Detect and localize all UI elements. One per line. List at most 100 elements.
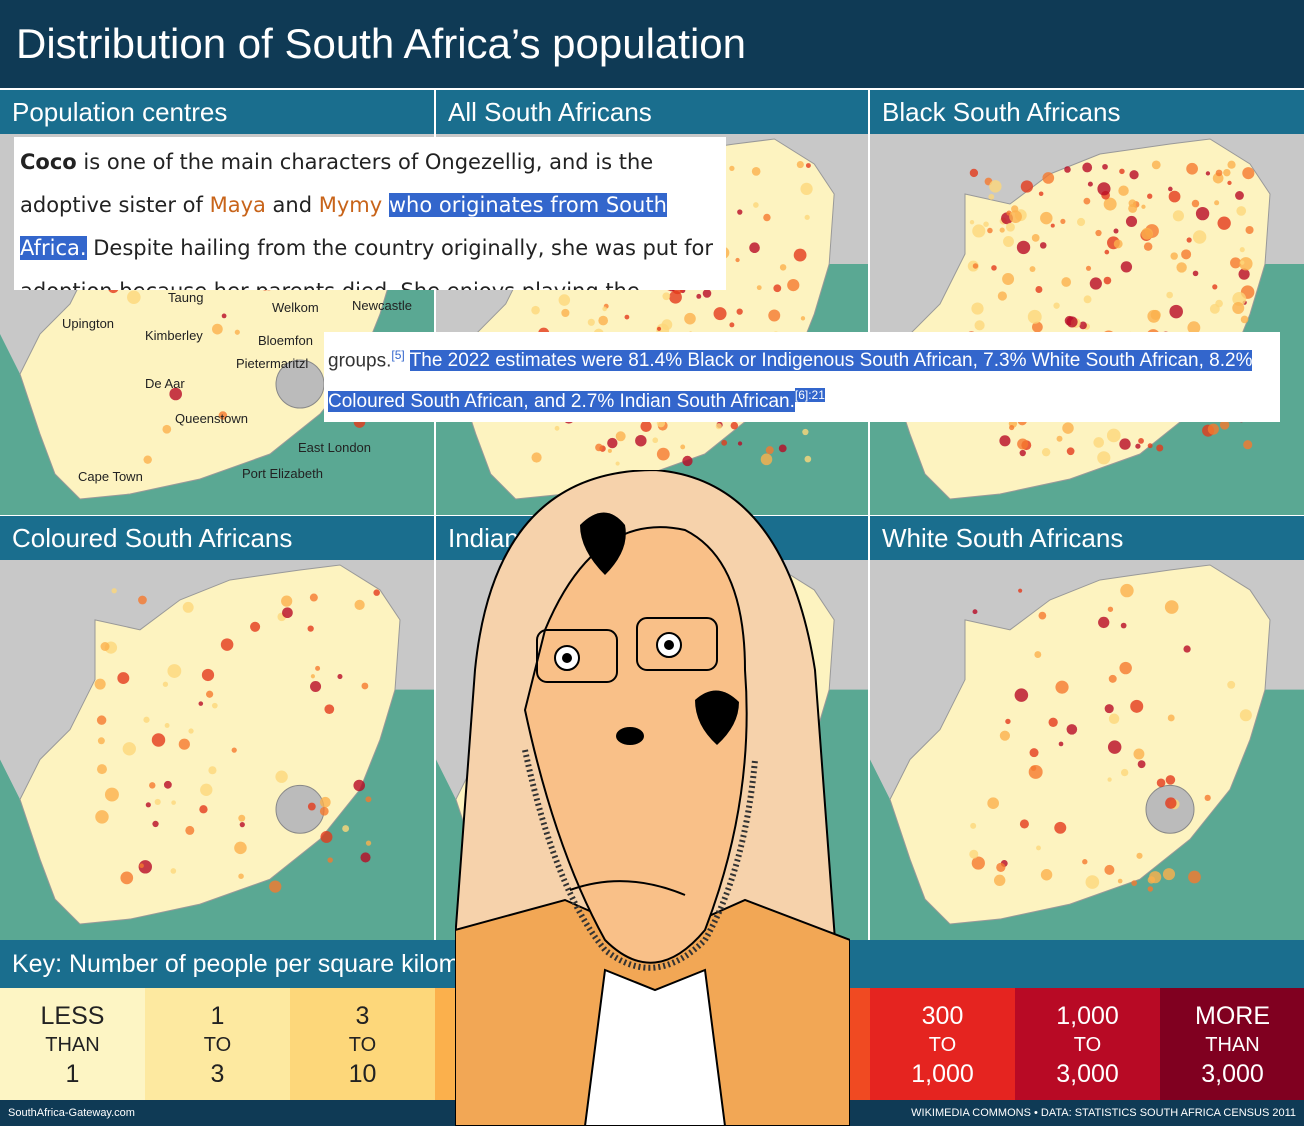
text: and — [265, 193, 319, 217]
key-label-line: 3,000 — [1201, 1060, 1264, 1088]
density-dot — [96, 764, 107, 775]
density-dot — [1107, 740, 1122, 754]
density-dot — [169, 387, 182, 401]
density-dot — [1120, 261, 1133, 273]
density-dot — [1066, 447, 1075, 456]
density-dot — [1104, 864, 1115, 875]
density-dot — [120, 871, 134, 885]
density-dot — [800, 182, 813, 196]
density-dot — [796, 160, 804, 169]
density-dot — [1238, 268, 1250, 280]
density-dot — [145, 802, 151, 808]
density-dot — [970, 822, 977, 829]
density-dot — [1183, 645, 1191, 653]
key-label-line: 3 — [355, 1002, 370, 1030]
density-dot — [199, 805, 208, 814]
density-dot — [737, 441, 743, 446]
density-dot — [1097, 182, 1111, 196]
key-label-line: 1 — [210, 1002, 225, 1030]
density-dot — [1038, 611, 1047, 620]
density-dot — [1120, 583, 1134, 598]
density-dot — [1117, 878, 1123, 884]
key-label: LESS THAN 1 — [0, 988, 145, 1100]
density-dot — [1195, 206, 1210, 221]
density-dot — [1125, 215, 1138, 227]
density-dot — [1227, 160, 1236, 169]
density-dot — [149, 782, 156, 789]
density-dot — [684, 312, 696, 325]
key-label: 3 TO 10 — [290, 988, 435, 1100]
density-dot — [615, 461, 620, 466]
density-dot — [1119, 168, 1125, 175]
land — [19, 564, 401, 925]
density-dot — [1188, 870, 1201, 884]
city-label: Pietermaritzl — [236, 356, 309, 371]
density-dot — [238, 873, 244, 879]
density-dot — [1215, 169, 1223, 177]
sea — [0, 689, 434, 940]
city-label: Bloemfon — [258, 333, 313, 348]
density-dot — [178, 738, 190, 750]
land — [889, 564, 1271, 925]
density-dot — [1129, 170, 1139, 180]
density-dot — [1040, 869, 1053, 881]
density-dot — [1151, 160, 1161, 170]
density-dot — [1239, 247, 1245, 253]
link[interactable]: Maya — [209, 193, 266, 217]
density-dot — [1002, 273, 1015, 285]
density-dot — [531, 305, 540, 315]
density-dot — [721, 439, 728, 446]
density-dot — [702, 289, 712, 298]
density-dot — [1093, 437, 1105, 448]
density-dot — [1167, 714, 1175, 722]
key-label-line: 10 — [348, 1060, 377, 1088]
density-dot — [1031, 234, 1040, 242]
density-dot — [729, 165, 735, 172]
density-dot — [656, 326, 662, 331]
density-dot — [361, 682, 369, 690]
density-dot — [234, 841, 247, 855]
density-dot — [1085, 265, 1092, 271]
density-dot — [1108, 713, 1120, 724]
density-dot — [1107, 606, 1114, 612]
density-dot — [221, 313, 227, 319]
density-dot — [763, 213, 771, 222]
density-dot — [162, 681, 169, 687]
density-dot — [100, 642, 110, 652]
density-dot — [969, 849, 979, 859]
density-dot — [624, 314, 630, 320]
density-dot — [163, 780, 172, 789]
map — [870, 560, 1304, 940]
density-dot — [1191, 199, 1200, 208]
density-dot — [1170, 252, 1178, 260]
density-dot — [218, 411, 228, 420]
density-dot — [1227, 680, 1236, 689]
density-dot — [804, 214, 810, 220]
density-dot — [104, 787, 119, 802]
density-dot — [1014, 688, 1029, 702]
density-dot — [779, 264, 787, 271]
density-dot — [607, 448, 612, 453]
city-label: Taung — [168, 290, 204, 305]
density-dot — [269, 880, 282, 893]
density-dot — [95, 810, 109, 824]
cartoon-overlay — [455, 470, 850, 1126]
density-dot — [598, 315, 609, 326]
density-dot — [1048, 717, 1058, 727]
density-dot — [1058, 741, 1064, 747]
text: Despite hailing from the country origina… — [20, 236, 713, 290]
density-dot — [554, 425, 560, 431]
link[interactable]: Mymy — [318, 193, 383, 217]
ref[interactable]: [6]:21 — [794, 388, 825, 403]
density-dot — [969, 219, 975, 225]
density-dot — [1133, 748, 1145, 760]
ref[interactable]: [5] — [391, 348, 405, 362]
text-snippet: groups.[5] The 2022 estimates were 81.4%… — [324, 332, 1280, 422]
density-dot — [1217, 216, 1231, 230]
density-dot — [558, 294, 571, 306]
density-dot — [999, 227, 1005, 233]
density-dot — [972, 224, 986, 238]
density-dot — [208, 766, 217, 775]
density-dot — [1076, 217, 1086, 227]
density-dot — [1204, 794, 1211, 801]
